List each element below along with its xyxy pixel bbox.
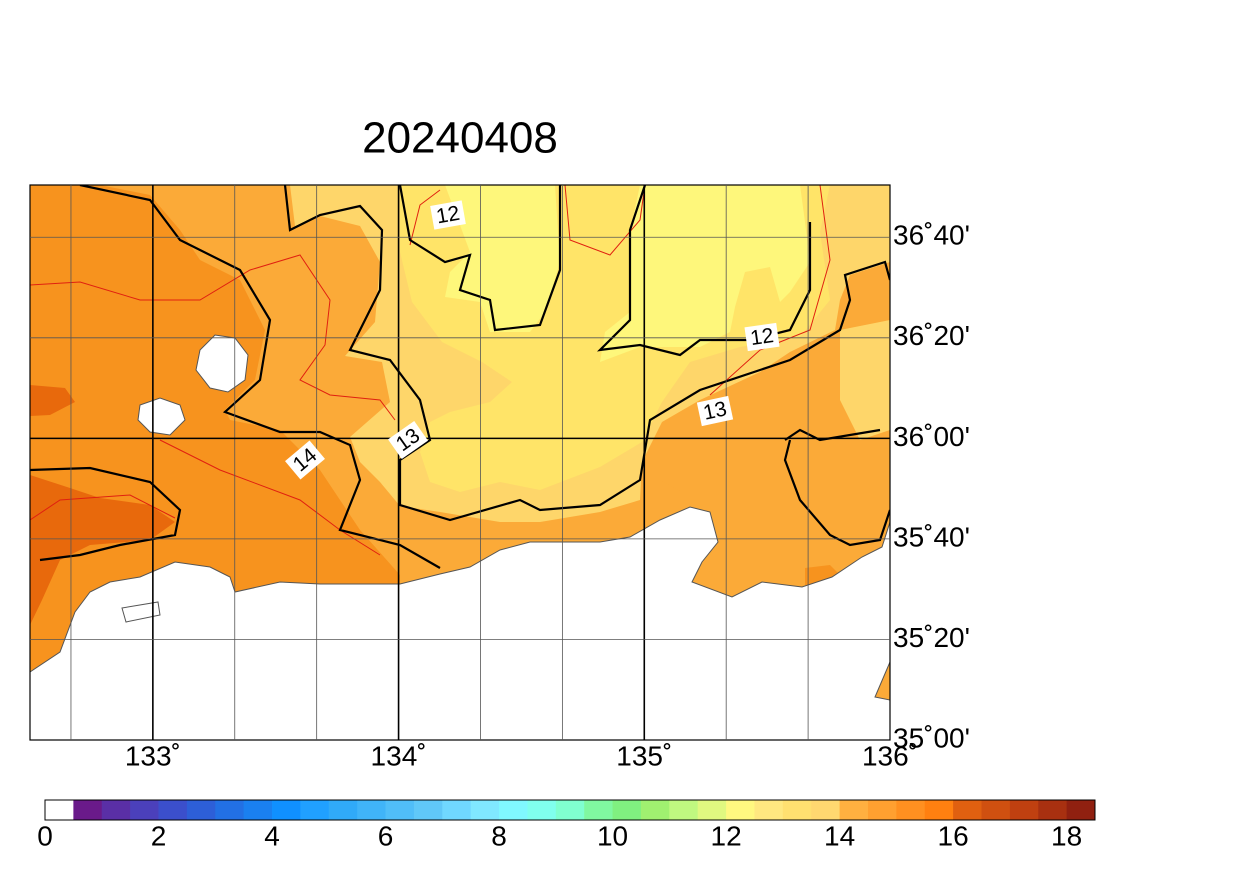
map-field xyxy=(30,185,890,740)
colorbar-box xyxy=(953,800,982,820)
colorbar-box xyxy=(130,800,159,820)
lat-tick-label: 36˚40' xyxy=(893,220,970,251)
colorbar-tick-label: 12 xyxy=(711,820,742,851)
colorbar-tick-label: 2 xyxy=(151,820,167,851)
sst-zone xyxy=(445,185,810,362)
lon-tick-label: 136˚ xyxy=(862,740,918,771)
colorbar-box xyxy=(896,800,926,820)
colorbar-box xyxy=(981,800,1011,820)
map-title: 20240408 xyxy=(362,114,558,163)
colorbar-box xyxy=(499,800,528,820)
colorbar-box xyxy=(669,800,699,820)
colorbar-tick-label: 8 xyxy=(491,820,507,851)
lon-tick-label: 135˚ xyxy=(616,740,672,771)
contour-label: 13 xyxy=(696,395,734,427)
colorbar-box xyxy=(555,800,585,820)
land-edge-sea xyxy=(874,661,890,701)
colorbar-tick-label: 6 xyxy=(378,820,394,851)
colorbar-box xyxy=(243,800,273,820)
colorbar-box xyxy=(215,800,245,820)
colorbar-box xyxy=(45,800,74,820)
land xyxy=(30,506,890,740)
colorbar-box xyxy=(527,800,557,820)
lat-tick-label: 35˚00' xyxy=(893,722,970,753)
colorbar-box xyxy=(158,800,188,820)
isotherm xyxy=(30,185,831,556)
contour-line xyxy=(30,185,890,569)
contour-label-text: 12 xyxy=(435,202,462,229)
sst-zone xyxy=(660,440,772,588)
colorbar-box xyxy=(811,800,840,820)
lat-tick-label: 35˚40' xyxy=(893,521,970,552)
grid xyxy=(30,185,890,740)
lon-tick-label: 134˚ xyxy=(371,740,427,771)
contour-label: 12 xyxy=(430,200,466,230)
colorbar-tick-label: 0 xyxy=(37,820,53,851)
contour-label: 12 xyxy=(744,322,780,352)
colorbar-tick-label: 18 xyxy=(1051,820,1082,851)
colorbar-box xyxy=(73,800,103,820)
contour-label-box xyxy=(744,322,780,352)
contour-label-box xyxy=(696,395,734,427)
colorbar-box xyxy=(726,800,755,820)
contour-label-box xyxy=(285,440,325,480)
contour-label-box xyxy=(388,420,428,460)
colorbar-box xyxy=(1038,800,1068,820)
contour-label-box xyxy=(430,200,466,230)
colorbar-box xyxy=(1066,800,1096,820)
lon-tick-label: 133˚ xyxy=(125,740,181,771)
colorbar-frame xyxy=(44,799,1096,821)
colorbar-box xyxy=(186,800,216,820)
colorbar-box xyxy=(300,800,330,820)
colorbar-box xyxy=(385,800,415,820)
colorbar-box xyxy=(924,800,954,820)
contour-label-text: 12 xyxy=(749,324,775,350)
colorbar-tick-label: 14 xyxy=(824,820,855,851)
colorbar-box xyxy=(782,800,812,820)
contour-label: 14 xyxy=(285,440,325,480)
colorbar-tick-label: 4 xyxy=(264,820,280,851)
colorbar-box xyxy=(754,800,784,820)
lat-tick-label: 36˚20' xyxy=(893,320,970,351)
colorbar-box xyxy=(328,800,358,820)
colorbar-box xyxy=(442,800,472,820)
colorbar-box xyxy=(1009,800,1039,820)
colorbar-box xyxy=(697,800,727,820)
map-frame xyxy=(29,184,891,741)
sst-zone xyxy=(30,385,175,625)
contour-label-text: 13 xyxy=(701,397,729,424)
colorbar-tick-label: 10 xyxy=(597,820,628,851)
lat-tick-label: 36˚00' xyxy=(893,421,970,452)
colorbar-box xyxy=(272,800,301,820)
colorbar-box xyxy=(470,800,500,820)
lat-tick-label: 35˚20' xyxy=(893,622,970,653)
colorbar-box xyxy=(839,800,869,820)
colorbar-box xyxy=(640,800,670,820)
colorbar-tick-label: 16 xyxy=(938,820,969,851)
colorbar-box xyxy=(867,800,897,820)
colorbar-box xyxy=(357,800,386,820)
colorbar-box xyxy=(612,800,642,820)
sst-zone xyxy=(30,185,400,670)
colorbar-box xyxy=(584,800,613,820)
colorbar-box xyxy=(101,800,131,820)
colorbar-box xyxy=(413,800,443,820)
